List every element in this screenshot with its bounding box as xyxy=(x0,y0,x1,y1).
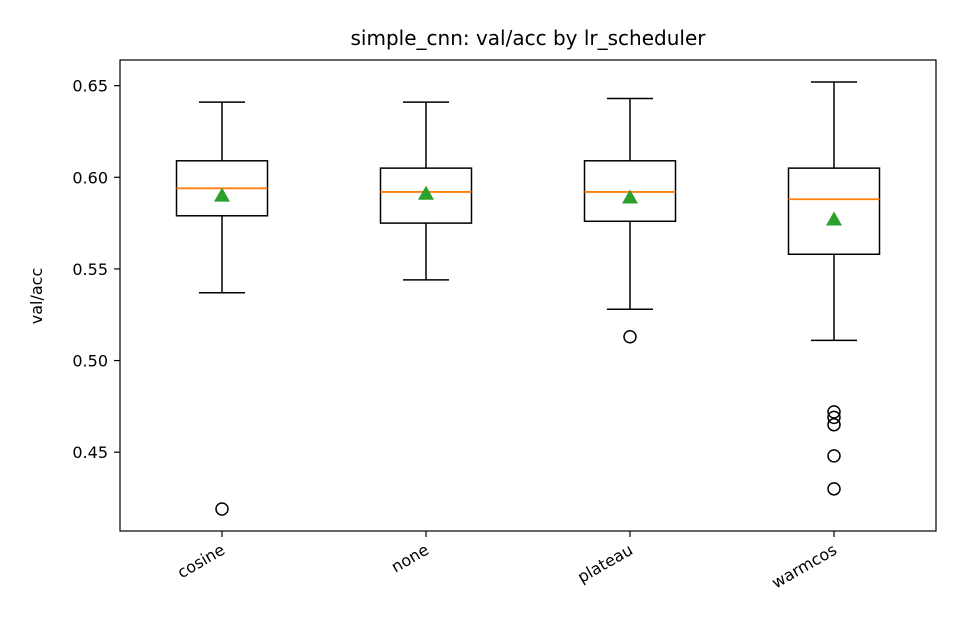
mean-marker-none xyxy=(418,185,434,200)
box-warmcos xyxy=(787,167,881,256)
plot-area: 0.45 0.50 0.55 0.60 0.65 cosine none plateau war… xyxy=(72,59,937,592)
y-axis-label: val/acc xyxy=(27,268,46,325)
y-tick-label: 0.50 xyxy=(72,352,108,371)
outlier-warmcos xyxy=(827,410,841,425)
mean-marker-warmcos xyxy=(826,211,842,226)
box-plateau xyxy=(583,160,677,223)
outlier-warmcos xyxy=(827,449,841,463)
outlier-warmcos xyxy=(827,405,841,419)
x-tick-label-plateau: plateau xyxy=(574,540,636,587)
outlier-plateau xyxy=(623,329,637,344)
y-tick-label: 0.65 xyxy=(72,77,108,96)
outlier-warmcos xyxy=(827,417,841,432)
mean-marker-plateau xyxy=(622,189,638,204)
y-tick-label: 0.45 xyxy=(72,443,108,462)
plot-frame xyxy=(119,59,937,532)
x-tick-label-none: none xyxy=(388,540,432,576)
outlier-cosine xyxy=(215,502,229,516)
chart-title: simple_cnn: val/acc by lr_scheduler xyxy=(351,26,707,50)
x-tick-label-cosine: cosine xyxy=(174,540,228,582)
mean-marker-cosine xyxy=(214,187,230,202)
y-tick-label: 0.60 xyxy=(72,168,108,187)
outlier-warmcos xyxy=(827,482,841,496)
box-none xyxy=(379,167,473,224)
x-tick-label-warmcos: warmcos xyxy=(768,540,840,592)
y-tick-label: 0.55 xyxy=(72,260,108,279)
